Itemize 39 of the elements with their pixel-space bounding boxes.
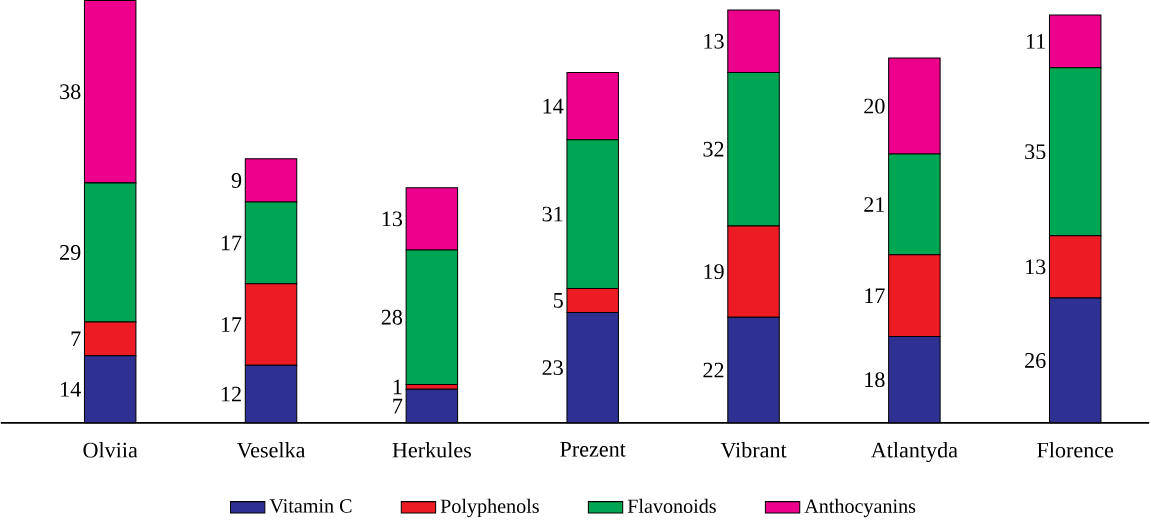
legend-label: Vitamin C	[269, 499, 352, 513]
data-label: 18	[865, 372, 885, 388]
data-label: 29	[60, 245, 81, 260]
data-label: 1	[393, 379, 402, 395]
legend-label: Anthocyanins	[804, 498, 916, 518]
data-label: 14	[543, 98, 564, 114]
x-tick-label: Florence	[1037, 442, 1114, 458]
data-label: 14	[61, 382, 81, 397]
data-label: 35	[1025, 144, 1046, 160]
data-label: 5	[553, 293, 563, 308]
data-label: 20	[864, 98, 885, 114]
x-tick-label: Veselka	[236, 442, 306, 458]
data-label: 9	[231, 173, 242, 188]
data-label: 13	[382, 211, 403, 227]
x-tick-label: Vibrant	[720, 442, 787, 458]
data-label: 26	[1025, 353, 1046, 368]
data-label: 38	[60, 84, 81, 100]
data-label: 19	[704, 264, 724, 280]
data-label: 31	[542, 206, 563, 222]
x-tick-label: Herkules	[392, 442, 471, 458]
data-label: 13	[704, 33, 724, 49]
data-label: 13	[1026, 259, 1046, 275]
data-label: 17	[221, 235, 242, 251]
data-label: 22	[703, 362, 724, 378]
legend-label: Polyphenols	[440, 498, 539, 518]
data-label: 17	[865, 288, 885, 304]
data-label: 12	[221, 386, 241, 402]
data-label: 23	[542, 360, 563, 376]
x-tick-label: Olviia	[83, 442, 138, 458]
data-label: 7	[393, 398, 403, 414]
legend-label: Flavonoids	[627, 498, 716, 514]
x-tick-label: Atlantyda	[870, 442, 958, 463]
data-label: 28	[381, 309, 403, 325]
data-label: 17	[221, 317, 242, 332]
x-tick-label: Prezent	[560, 442, 626, 457]
data-label: 11	[1026, 34, 1045, 49]
data-label: 32	[703, 141, 724, 157]
data-label: 7	[71, 331, 81, 347]
data-label: 21	[864, 197, 885, 212]
